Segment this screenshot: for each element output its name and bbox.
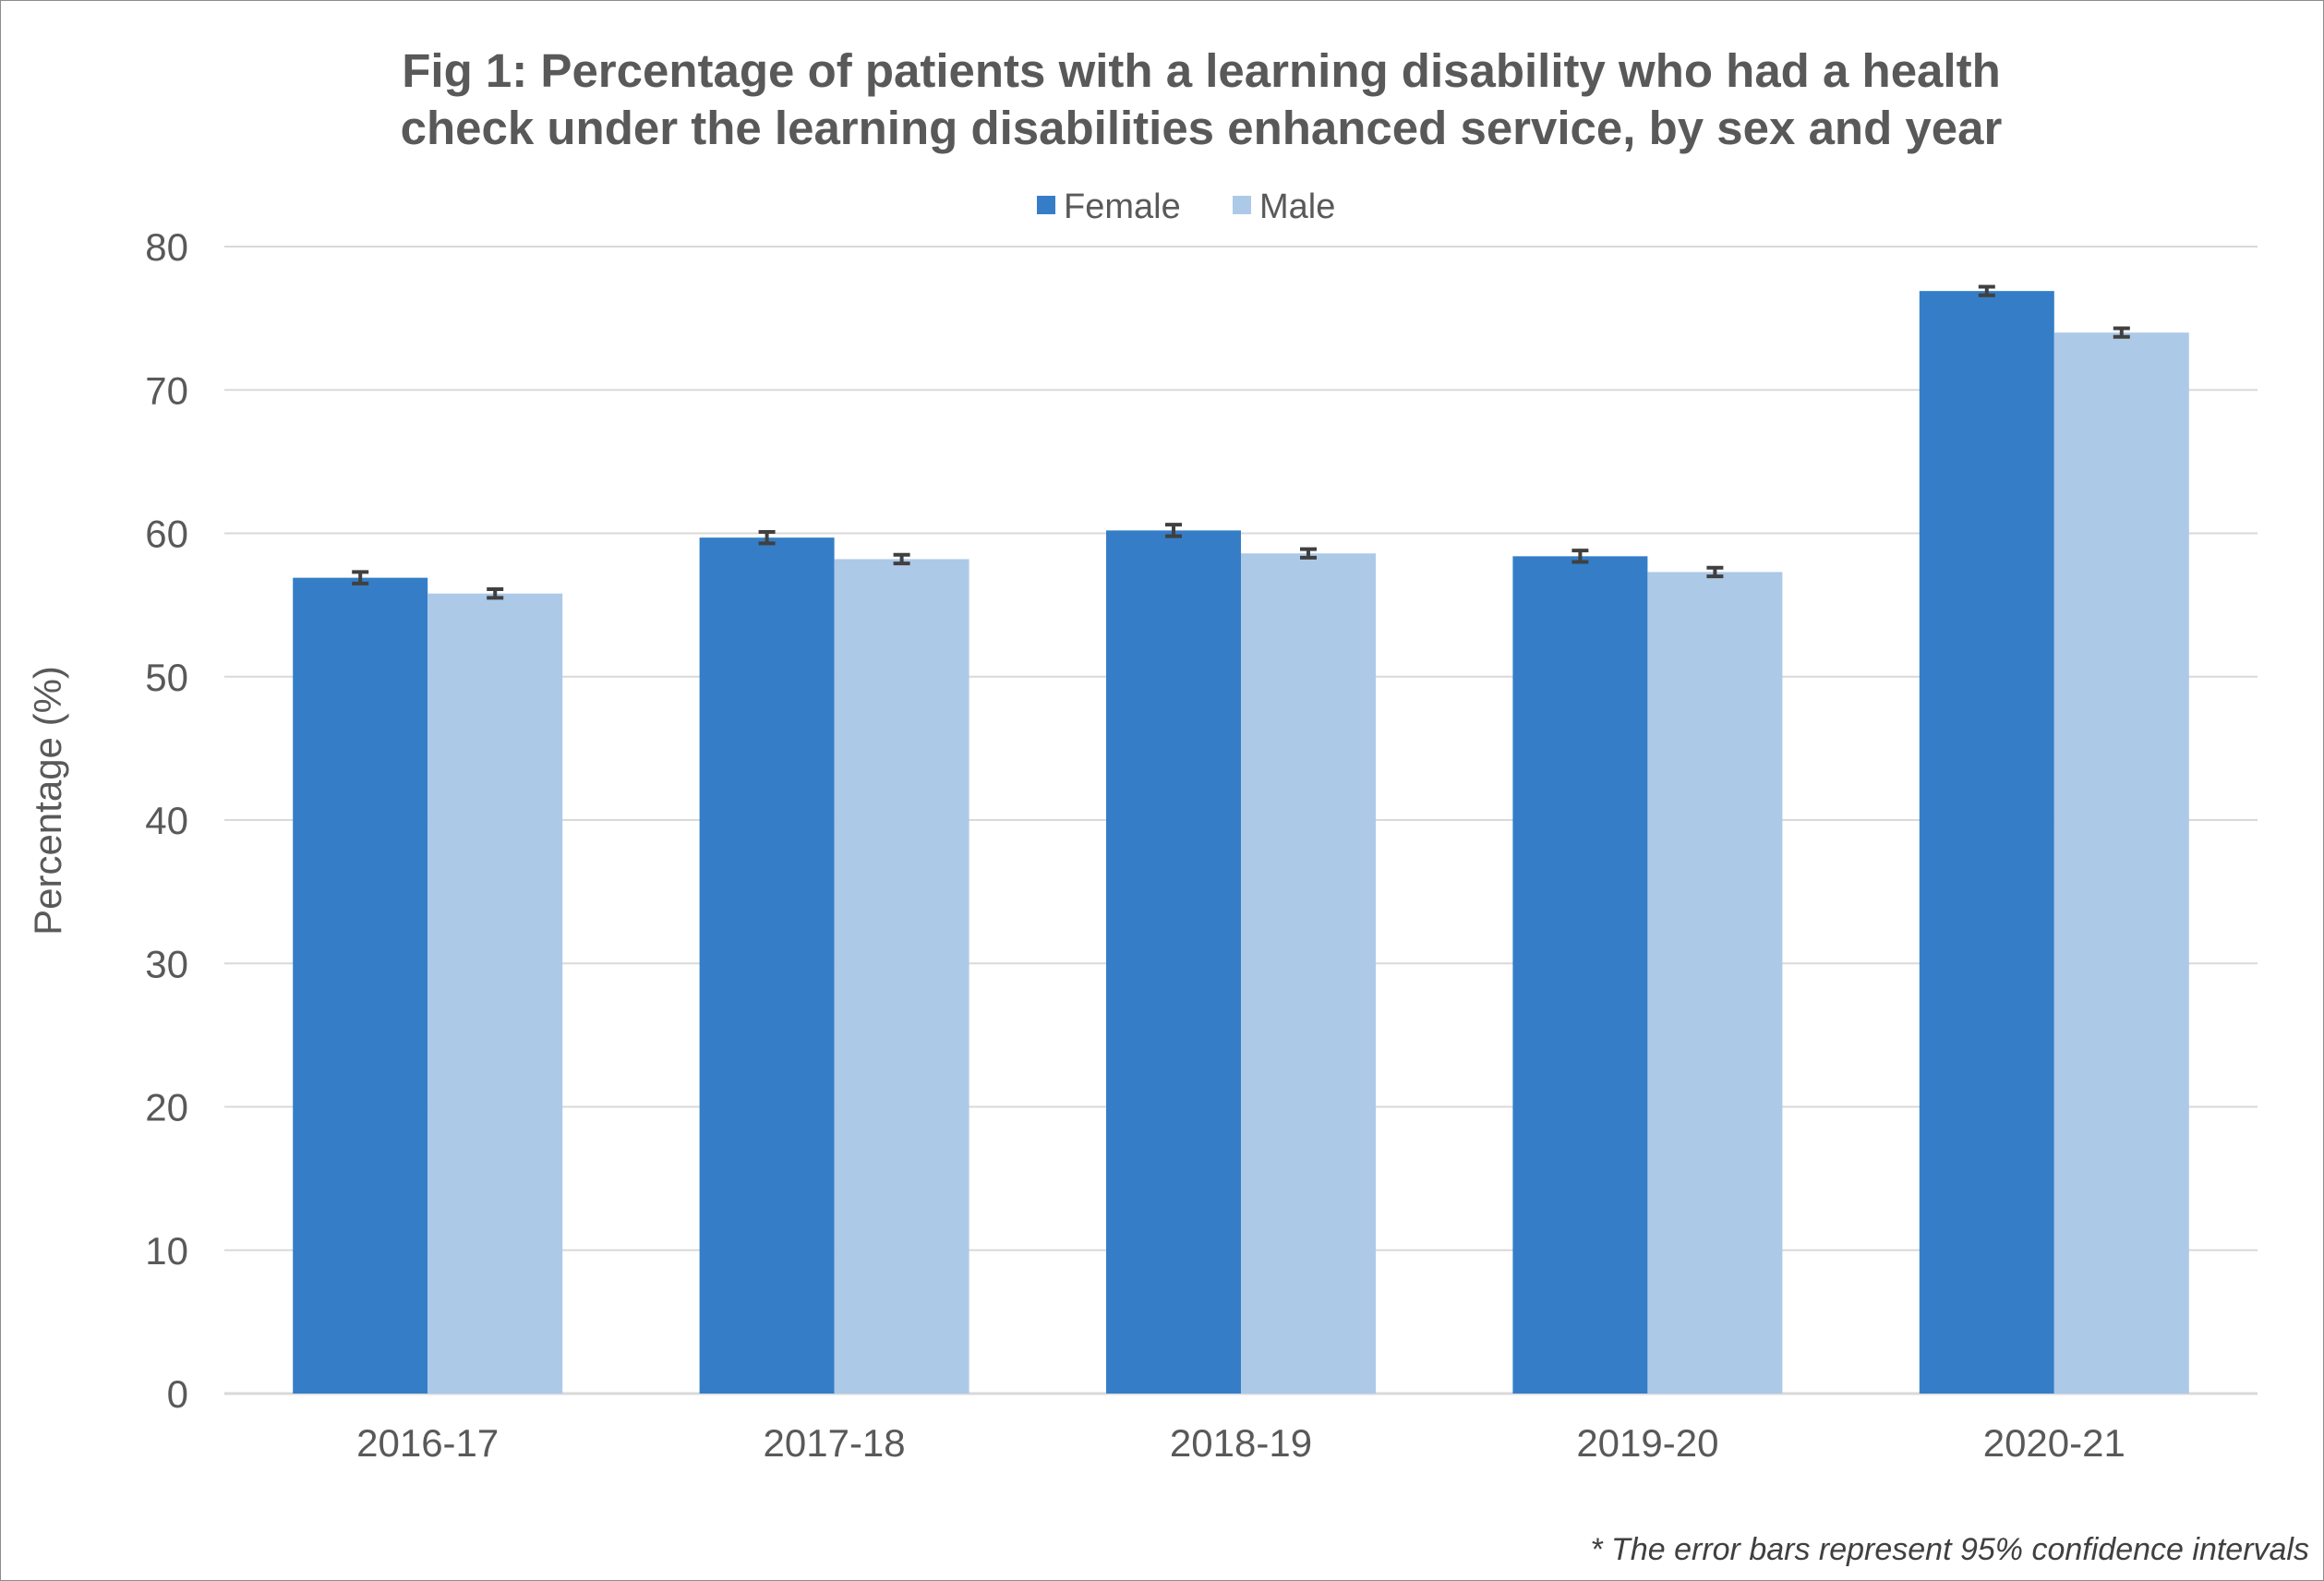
x-axis-ticks: 2016-17 2017-18 2018-19 2019-20 2020-21 bbox=[356, 1421, 2125, 1465]
error-bar-male-2019-20 bbox=[1706, 565, 1724, 579]
x-tick-label-2020-21: 2020-21 bbox=[1983, 1421, 2125, 1465]
error-bar-female-2020-21 bbox=[1978, 284, 1995, 297]
y-axis-ticks: 0 10 20 30 40 50 60 70 80 bbox=[145, 225, 188, 1416]
bar-female-2019-20 bbox=[1512, 556, 1648, 1394]
bar-female-2018-19 bbox=[1106, 530, 1241, 1394]
x-tick-label-2018-19: 2018-19 bbox=[1170, 1421, 1312, 1465]
error-bar-male-2016-17 bbox=[487, 587, 504, 600]
legend-swatch-female bbox=[1037, 196, 1055, 214]
x-tick-label-2017-18: 2017-18 bbox=[764, 1421, 906, 1465]
error-bar-male-2020-21 bbox=[2113, 326, 2130, 339]
bar-male-2018-19 bbox=[1241, 553, 1376, 1394]
error-bar-female-2019-20 bbox=[1571, 549, 1589, 564]
error-bar-female-2016-17 bbox=[352, 570, 369, 585]
bar-male-2017-18 bbox=[834, 559, 969, 1394]
bars bbox=[293, 291, 2189, 1394]
error-bar-male-2017-18 bbox=[893, 552, 910, 566]
y-axis-title: Percentage (%) bbox=[26, 666, 69, 935]
chart-title-line-1: Fig 1: Percentage of patients with a lea… bbox=[402, 44, 2000, 97]
legend-label-female: Female bbox=[1064, 187, 1181, 226]
bar-male-2020-21 bbox=[2053, 332, 2189, 1394]
legend-label-male: Male bbox=[1259, 187, 1335, 226]
y-tick-label-50: 50 bbox=[145, 656, 188, 699]
bar-female-2016-17 bbox=[293, 577, 428, 1394]
y-tick-label-10: 10 bbox=[145, 1229, 188, 1273]
legend-swatch-male bbox=[1233, 196, 1251, 214]
x-tick-label-2016-17: 2016-17 bbox=[356, 1421, 499, 1465]
error-bar-male-2018-19 bbox=[1300, 547, 1317, 560]
x-tick-label-2019-20: 2019-20 bbox=[1576, 1421, 1718, 1465]
y-tick-label-80: 80 bbox=[145, 225, 188, 269]
y-tick-label-30: 30 bbox=[145, 942, 188, 985]
y-tick-label-0: 0 bbox=[167, 1372, 188, 1416]
y-tick-label-20: 20 bbox=[145, 1086, 188, 1129]
chart-legend: Female Male bbox=[1037, 187, 1335, 226]
chart-title: Fig 1: Percentage of patients with a lea… bbox=[401, 44, 2003, 154]
y-tick-label-70: 70 bbox=[145, 368, 188, 412]
bar-male-2019-20 bbox=[1647, 572, 1783, 1394]
error-bar-female-2018-19 bbox=[1165, 523, 1182, 538]
error-bar-female-2017-18 bbox=[758, 529, 776, 546]
bar-female-2017-18 bbox=[699, 537, 835, 1394]
chart-title-line-2: check under the learning disabilities en… bbox=[401, 102, 2003, 154]
y-tick-label-60: 60 bbox=[145, 513, 188, 556]
bar-male-2016-17 bbox=[427, 593, 563, 1394]
y-tick-label-40: 40 bbox=[145, 799, 188, 842]
bar-female-2020-21 bbox=[1919, 291, 2054, 1394]
error-bars bbox=[352, 284, 2130, 600]
footnote: * The error bars represent 95% confidenc… bbox=[1590, 1532, 2309, 1567]
